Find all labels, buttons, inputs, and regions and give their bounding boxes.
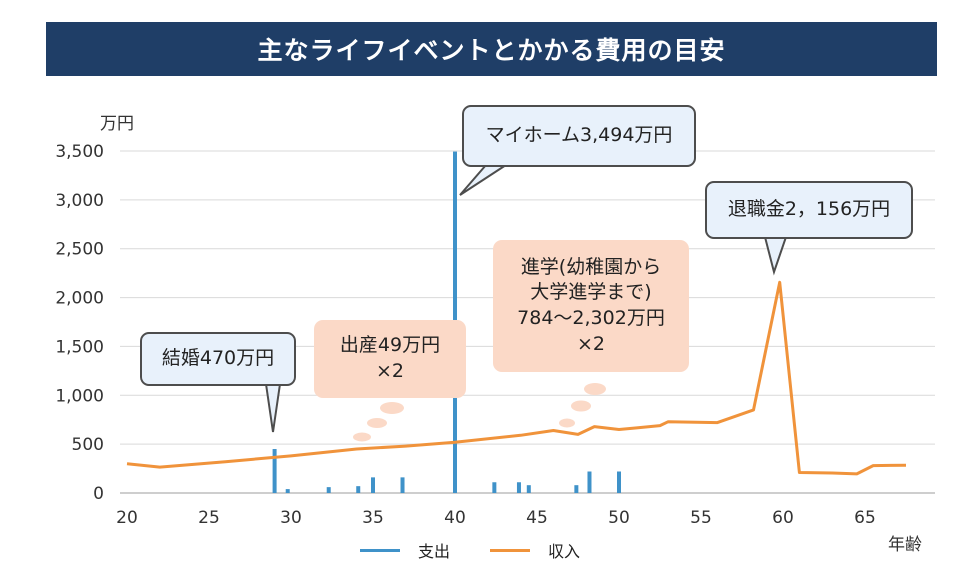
x-tick-label: 50 (608, 508, 630, 528)
x-tick-label: 20 (116, 508, 138, 528)
annotation-birth-line-2: ×2 (375, 360, 404, 382)
annotation-birth: 出産49万円 ×2 (314, 320, 466, 398)
x-tick-label: 30 (280, 508, 302, 528)
y-tick-label: 1,000 (55, 386, 104, 406)
thought-dot-education (571, 400, 591, 412)
x-tick-label: 45 (526, 508, 548, 528)
x-tick-label: 60 (772, 508, 794, 528)
legend-label-expense: 支出 (418, 542, 451, 561)
x-tick-label: 55 (690, 508, 712, 528)
x-axis-label: 年齢 (888, 535, 922, 555)
bar-expense (356, 486, 361, 493)
y-axis-label: 万円 (100, 114, 134, 134)
thought-dot-birth (367, 418, 387, 428)
x-tick-label: 65 (854, 508, 876, 528)
callout-tail-retirement (763, 236, 788, 276)
x-tick-label: 35 (362, 508, 384, 528)
bar-expense (326, 487, 331, 493)
thought-dot-birth (353, 432, 371, 442)
y-tick-label: 3,500 (55, 142, 104, 162)
legend: 支出 収入 (360, 538, 580, 562)
y-tick-label: 3,000 (55, 191, 104, 211)
annotation-education-line-2: 大学進学まで) (530, 281, 652, 304)
annotation-education-line-4: ×2 (576, 332, 605, 355)
chart-title: 主なライフイベントとかかる費用の目安 (257, 36, 726, 65)
bar-expense (285, 489, 290, 493)
x-tick-label: 25 (198, 508, 220, 528)
legend-label-income: 収入 (548, 542, 581, 561)
thought-dot-birth (380, 402, 404, 414)
y-tick-label: 2,500 (55, 240, 104, 260)
annotation-retirement-text: 退職金2，156万円 (727, 198, 891, 221)
bar-expense (617, 471, 621, 493)
callout-tail-home (459, 164, 510, 196)
annotation-retirement: 退職金2，156万円 (705, 181, 913, 239)
annotation-home-text: マイホーム3,494万円 (485, 124, 673, 147)
y-tick-label: 500 (72, 435, 104, 455)
bar-expense (516, 482, 521, 493)
thought-dot-education (559, 418, 575, 428)
line-income (126, 280, 907, 476)
thought-dot-education (584, 383, 606, 395)
y-tick-label: 0 (93, 484, 104, 504)
annotation-marriage-text: 結婚470万円 (161, 347, 275, 370)
annotation-birth-line-1: 出産49万円 (339, 334, 441, 357)
legend-item-expense: 支出 (360, 538, 450, 562)
legend-swatch-income (490, 548, 531, 552)
bar-expense (492, 482, 497, 493)
annotation-marriage: 結婚470万円 (140, 332, 296, 386)
bar-expense (587, 471, 592, 493)
bar-expense (371, 477, 375, 493)
annotation-education-line-3: 784〜2,302万円 (517, 307, 665, 329)
callout-tail-marriage (264, 383, 282, 433)
annotation-education-line-1: 進学(幼稚園から (520, 255, 662, 278)
bar-expense (400, 477, 405, 493)
bar-expense (526, 485, 531, 493)
y-tick-label: 2,000 (55, 289, 104, 309)
x-tick-label: 40 (444, 508, 466, 528)
legend-item-income: 収入 (490, 538, 580, 562)
legend-swatch-expense (360, 548, 400, 552)
y-tick-label: 1,500 (55, 337, 104, 357)
bar-expense (272, 449, 277, 493)
title-banner: 主なライフイベントとかかる費用の目安 (46, 22, 937, 76)
annotation-home: マイホーム3,494万円 (462, 105, 696, 167)
annotation-education: 進学(幼稚園から 大学進学まで) 784〜2,302万円 ×2 (493, 240, 689, 372)
bar-expense (574, 485, 579, 493)
